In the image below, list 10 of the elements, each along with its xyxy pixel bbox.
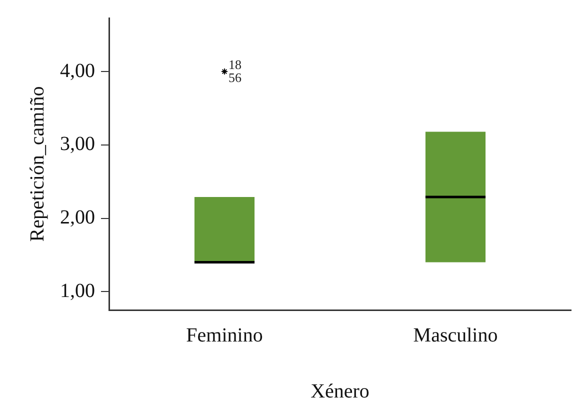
y-tick-label: 4,00 [60,60,95,82]
annotation: 56 [228,70,242,85]
annotation: 18 [228,56,242,72]
y-tick-label: 2,00 [60,206,95,229]
y-tick-label: 1,00 [60,280,95,302]
y-tick-label: 3,00 [60,133,95,156]
x-axis-title: Xénero [310,380,370,402]
y-axis-title: Repetición_camiño [26,86,48,242]
x-tick-label: Masculino [413,324,498,346]
x-tick-label: Feminino [186,324,263,346]
